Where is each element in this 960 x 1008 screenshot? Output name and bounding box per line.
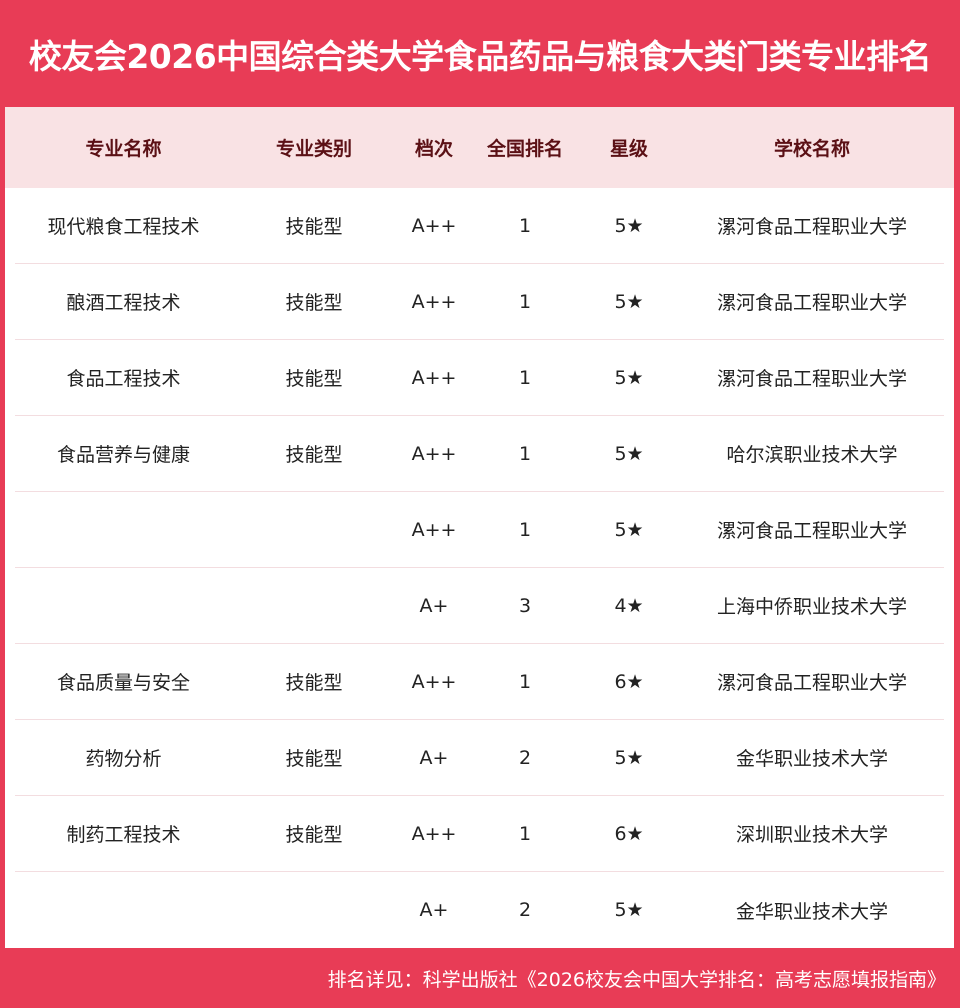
table-row: 制药工程技术 技能型 A++ 1 6★ 深圳职业技术大学 <box>15 796 944 872</box>
table-row: 现代粮食工程技术 技能型 A++ 1 5★ 漯河食品工程职业大学 <box>15 188 944 264</box>
header-category: 专业类别 <box>275 138 352 160</box>
source-footer: 排名详见：科学出版社《2026校友会中国大学排名：高考志愿填报指南》 <box>327 968 946 991</box>
cell-school: 漯河食品工程职业大学 <box>716 672 907 694</box>
table-row: A+ 2 5★ 金华职业技术大学 <box>15 872 944 948</box>
cell-rank: 2 <box>518 899 532 921</box>
cell-stars: 5★ <box>614 442 644 465</box>
cell-category: 技能型 <box>285 748 343 770</box>
cell-category: 技能型 <box>285 444 343 466</box>
header-grade: 档次 <box>414 138 453 160</box>
cell-grade: A++ <box>411 822 457 845</box>
cell-rank: 1 <box>518 442 532 465</box>
cell-category: 技能型 <box>285 216 343 238</box>
ranking-table: 专业名称 专业类别 档次 全国排名 星级 学校名称 现代粮食工程技术 技能型 A++… <box>5 107 954 948</box>
cell-school: 金华职业技术大学 <box>735 900 888 923</box>
cell-major: 制药工程技术 <box>66 824 181 846</box>
cell-major: 食品营养与健康 <box>56 444 190 466</box>
cell-category: 技能型 <box>285 824 343 846</box>
cell-stars: 6★ <box>614 670 644 693</box>
cell-rank: 1 <box>518 366 532 389</box>
cell-major: 食品工程技术 <box>66 368 181 390</box>
cell-school: 上海中侨职业技术大学 <box>716 596 907 618</box>
cell-grade: A++ <box>411 518 457 541</box>
table-row: A+ 3 4★ 上海中侨职业技术大学 <box>15 568 944 644</box>
cell-grade: A++ <box>411 366 457 389</box>
cell-stars: 5★ <box>614 214 644 237</box>
table-row: A++ 1 5★ 漯河食品工程职业大学 <box>15 492 944 568</box>
cell-school: 金华职业技术大学 <box>735 748 888 770</box>
cell-school: 漯河食品工程职业大学 <box>716 520 907 542</box>
cell-stars: 4★ <box>614 594 644 617</box>
cell-major: 酿酒工程技术 <box>66 292 181 314</box>
cell-grade: A++ <box>411 442 457 465</box>
cell-school: 漯河食品工程职业大学 <box>716 368 907 390</box>
cell-category: 技能型 <box>285 292 343 314</box>
page-title: 校友会2026中国综合类大学食品药品与粮食大类门类专业排名 <box>28 36 932 76</box>
cell-stars: 5★ <box>614 899 644 921</box>
cell-grade: A+ <box>419 899 449 921</box>
table-row: 药物分析 技能型 A+ 2 5★ 金华职业技术大学 <box>15 720 944 796</box>
table-row: 酿酒工程技术 技能型 A++ 1 5★ 漯河食品工程职业大学 <box>15 264 944 340</box>
cell-grade: A++ <box>411 290 457 313</box>
cell-grade: A+ <box>419 746 449 769</box>
cell-stars: 6★ <box>614 822 644 845</box>
cell-major: 现代粮食工程技术 <box>47 216 200 238</box>
cell-school: 深圳职业技术大学 <box>735 824 888 846</box>
cell-major: 食品质量与安全 <box>56 672 190 694</box>
cell-category: 技能型 <box>285 368 343 390</box>
table-row: 食品工程技术 技能型 A++ 1 5★ 漯河食品工程职业大学 <box>15 340 944 416</box>
cell-stars: 5★ <box>614 366 644 389</box>
cell-rank: 2 <box>518 746 532 769</box>
cell-rank: 1 <box>518 290 532 313</box>
cell-rank: 1 <box>518 518 532 541</box>
table-row: 食品营养与健康 技能型 A++ 1 5★ 哈尔滨职业技术大学 <box>15 416 944 492</box>
cell-grade: A++ <box>411 670 457 693</box>
cell-stars: 5★ <box>614 518 644 541</box>
cell-rank: 3 <box>518 594 532 617</box>
cell-school: 哈尔滨职业技术大学 <box>726 444 898 466</box>
table-header: 专业名称 专业类别 档次 全国排名 星级 学校名称 <box>5 107 954 188</box>
cell-rank: 1 <box>518 670 532 693</box>
cell-grade: A++ <box>411 214 457 237</box>
table-row: 食品质量与安全 技能型 A++ 1 6★ 漯河食品工程职业大学 <box>15 644 944 720</box>
cell-grade: A+ <box>419 594 449 617</box>
cell-rank: 1 <box>518 822 532 845</box>
header-stars: 星级 <box>609 138 648 160</box>
cell-category: 技能型 <box>285 672 343 694</box>
cell-major: 药物分析 <box>85 748 162 770</box>
header-rank: 全国排名 <box>486 138 563 160</box>
cell-rank: 1 <box>518 214 532 237</box>
cell-school: 漯河食品工程职业大学 <box>716 216 907 238</box>
cell-stars: 5★ <box>614 290 644 313</box>
header-school: 学校名称 <box>773 138 850 160</box>
cell-stars: 5★ <box>614 746 644 769</box>
header-major: 专业名称 <box>85 138 162 160</box>
cell-school: 漯河食品工程职业大学 <box>716 292 907 314</box>
